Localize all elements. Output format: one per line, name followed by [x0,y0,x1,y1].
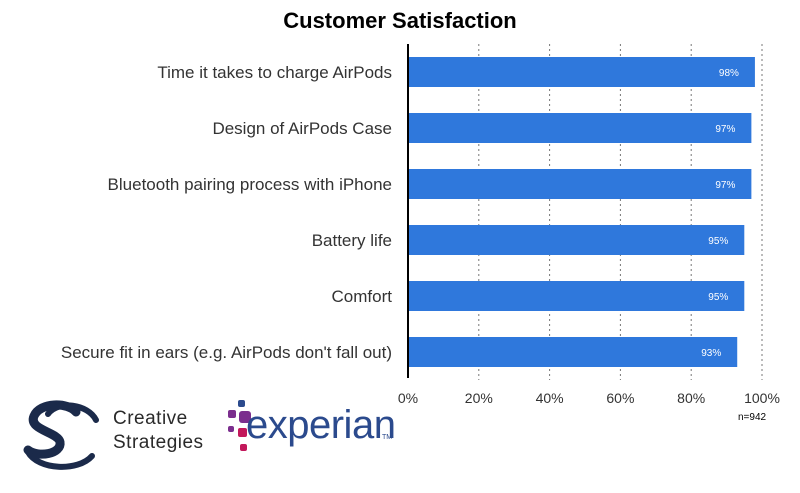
x-tick-label: 20% [465,390,493,406]
chart-title: Customer Satisfaction [283,8,517,33]
experian-wordmark: experian [246,403,396,447]
grid-lines [478,44,763,380]
x-tick-labels: 0% 20% 40% 60% 80% 100% [398,390,780,406]
bar-value-label: 95% [708,292,728,303]
creative-strategies-logo [23,400,99,470]
x-tick-label: 40% [536,390,564,406]
bar [409,225,745,255]
x-tick-label: 60% [606,390,634,406]
bar-value-label: 95% [708,236,728,247]
experian-logo-dots [228,400,251,451]
category-label: Design of AirPods Case [212,119,392,138]
bar-value-label: 93% [701,348,721,359]
bars: Time it takes to charge AirPods 98% Design… [61,57,755,367]
bar [409,169,752,199]
category-label: Battery life [312,231,392,250]
bar-value-label: 97% [715,180,735,191]
x-tick-label: 80% [677,390,705,406]
sample-size-note: n=942 [738,412,767,423]
bar [409,281,745,311]
x-tick-label: 100% [744,390,780,406]
bar [409,113,752,143]
bar-value-label: 97% [715,124,735,135]
category-label: Secure fit in ears (e.g. AirPods don't f… [61,343,392,362]
x-tick-label: 0% [398,390,418,406]
bar-value-label: 98% [719,68,739,79]
experian-trademark: TM [382,434,393,441]
category-label: Time it takes to charge AirPods [157,63,392,82]
creative-strategies-wordmark-line1: Creative [113,408,188,429]
bar [409,337,738,367]
creative-strategies-wordmark-line2: Strategies [113,432,204,453]
category-label: Comfort [332,287,393,306]
category-label: Bluetooth pairing process with iPhone [108,175,392,194]
bar [409,57,755,87]
